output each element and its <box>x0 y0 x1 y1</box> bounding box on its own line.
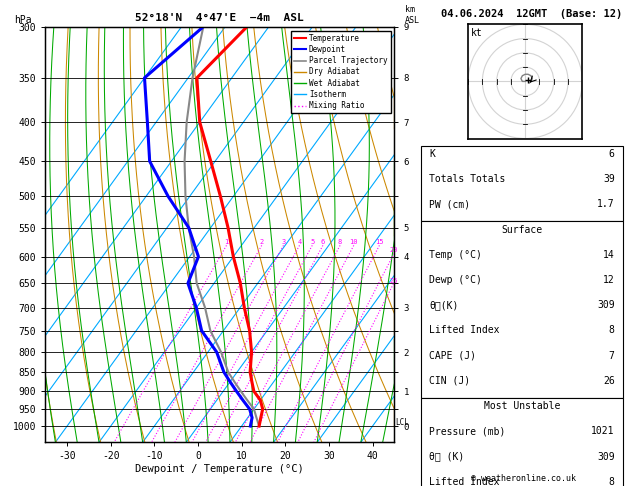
Title: 52°18'N  4°47'E  −4m  ASL: 52°18'N 4°47'E −4m ASL <box>135 13 304 23</box>
Text: 26: 26 <box>603 376 615 386</box>
Text: hPa: hPa <box>14 15 31 25</box>
Text: Dewp (°C): Dewp (°C) <box>430 275 482 285</box>
Text: 8: 8 <box>609 326 615 335</box>
Text: K: K <box>430 149 435 159</box>
Text: 15: 15 <box>375 240 384 245</box>
Text: 7: 7 <box>609 351 615 361</box>
Text: 6: 6 <box>609 149 615 159</box>
Text: Totals Totals: Totals Totals <box>430 174 506 184</box>
Text: 25: 25 <box>389 278 398 284</box>
Text: 309: 309 <box>597 451 615 462</box>
Text: km
ASL: km ASL <box>405 5 420 25</box>
Text: LCL: LCL <box>396 417 409 427</box>
Text: 1021: 1021 <box>591 426 615 436</box>
Text: θᴇ(K): θᴇ(K) <box>430 300 459 310</box>
Text: Temp (°C): Temp (°C) <box>430 250 482 260</box>
Text: 8: 8 <box>338 240 342 245</box>
Text: 14: 14 <box>603 250 615 260</box>
Text: Most Unstable: Most Unstable <box>484 401 560 411</box>
Text: 12: 12 <box>603 275 615 285</box>
Text: 3: 3 <box>281 240 286 245</box>
Text: 1: 1 <box>225 240 228 245</box>
Legend: Temperature, Dewpoint, Parcel Trajectory, Dry Adiabat, Wet Adiabat, Isotherm, Mi: Temperature, Dewpoint, Parcel Trajectory… <box>291 31 391 113</box>
Bar <box>421 398 623 486</box>
Text: 20: 20 <box>390 247 398 253</box>
Text: kt: kt <box>470 28 482 38</box>
Text: 309: 309 <box>597 300 615 310</box>
Text: 5: 5 <box>310 240 314 245</box>
Text: 8: 8 <box>609 477 615 486</box>
Text: 10: 10 <box>350 240 358 245</box>
Text: Lifted Index: Lifted Index <box>430 326 500 335</box>
Y-axis label: Mixing Ratio (g/kg): Mixing Ratio (g/kg) <box>444 183 454 286</box>
Bar <box>421 146 623 222</box>
Text: 4: 4 <box>298 240 302 245</box>
Text: © weatheronline.co.uk: © weatheronline.co.uk <box>471 474 576 483</box>
X-axis label: Dewpoint / Temperature (°C): Dewpoint / Temperature (°C) <box>135 464 304 474</box>
Text: 04.06.2024  12GMT  (Base: 12): 04.06.2024 12GMT (Base: 12) <box>441 9 622 19</box>
Text: Lifted Index: Lifted Index <box>430 477 500 486</box>
Text: CAPE (J): CAPE (J) <box>430 351 477 361</box>
Text: 6: 6 <box>321 240 325 245</box>
Text: 39: 39 <box>603 174 615 184</box>
Text: Pressure (mb): Pressure (mb) <box>430 426 506 436</box>
Text: 2: 2 <box>260 240 264 245</box>
Bar <box>421 222 623 398</box>
Text: Surface: Surface <box>501 225 543 235</box>
Text: 1.7: 1.7 <box>597 199 615 209</box>
Text: CIN (J): CIN (J) <box>430 376 470 386</box>
Text: θᴇ (K): θᴇ (K) <box>430 451 465 462</box>
Text: PW (cm): PW (cm) <box>430 199 470 209</box>
